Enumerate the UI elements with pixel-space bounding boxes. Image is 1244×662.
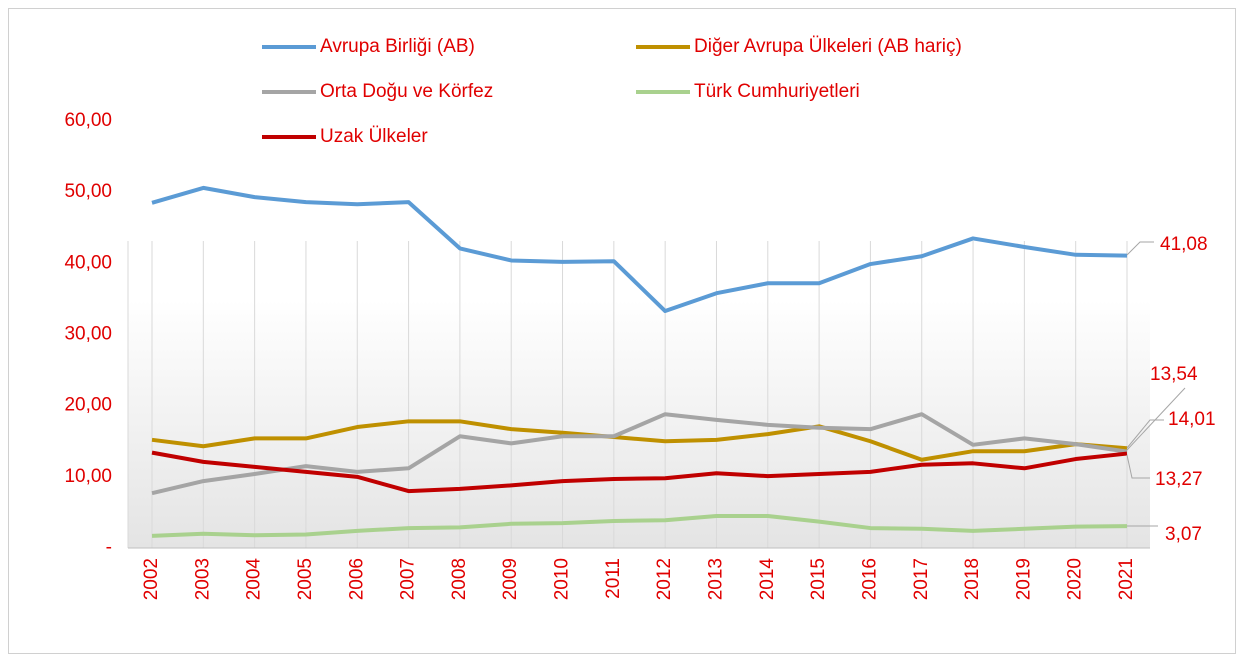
legend-label: Avrupa Birliği (AB) <box>320 36 475 57</box>
legend-label: Orta Doğu ve Körfez <box>320 81 493 102</box>
x-tick-label: 2009 <box>500 558 521 600</box>
legend-label: Türk Cumhuriyetleri <box>694 81 860 102</box>
x-tick-label: 2007 <box>398 558 419 600</box>
x-tick-label: 2002 <box>141 558 162 600</box>
series-line <box>151 450 1128 494</box>
x-tick-label: 2008 <box>449 558 470 600</box>
x-tick-label: 2016 <box>859 558 880 600</box>
legend-label: Uzak Ülkeler <box>320 126 428 147</box>
data-label: 13,54 <box>1150 364 1198 385</box>
y-tick-label: - <box>106 537 112 558</box>
y-tick-label: 10,00 <box>64 466 112 487</box>
leader-line <box>1126 387 1186 451</box>
data-label: 41,08 <box>1160 234 1208 255</box>
leader-line <box>1126 419 1164 449</box>
x-tick-label: 2005 <box>295 558 316 600</box>
x-tick-label: 2018 <box>962 558 983 600</box>
x-tick-label: 2015 <box>808 558 829 600</box>
x-tick-label: 2006 <box>346 558 367 600</box>
data-label: 14,01 <box>1168 409 1216 430</box>
data-label: 3,07 <box>1165 524 1202 545</box>
x-tick-label: 2017 <box>911 558 932 600</box>
x-tick-label: 2020 <box>1065 558 1086 600</box>
x-tick-label: 2012 <box>654 558 675 600</box>
x-tick-label: 2003 <box>192 558 213 600</box>
y-tick-label: 60,00 <box>64 110 112 131</box>
y-tick-label: 20,00 <box>64 395 112 416</box>
x-tick-label: 2021 <box>1116 558 1137 600</box>
x-tick-label: 2004 <box>244 558 265 601</box>
data-label: 13,27 <box>1155 469 1203 490</box>
y-tick-label: 50,00 <box>64 181 112 202</box>
x-tick-label: 2014 <box>757 558 778 601</box>
x-tick-label: 2010 <box>552 558 573 600</box>
x-tick-label: 2011 <box>603 558 624 599</box>
series-line <box>151 185 1128 314</box>
legend-label: Diğer Avrupa Ülkeleri (AB hariç) <box>694 36 962 57</box>
series-line <box>151 513 1128 538</box>
y-tick-label: 30,00 <box>64 324 112 345</box>
series-line <box>151 419 1128 462</box>
series-line <box>151 412 1128 496</box>
x-tick-label: 2019 <box>1013 558 1034 600</box>
leader-line <box>1126 241 1154 256</box>
y-tick-label: 40,00 <box>64 252 112 273</box>
leader-line <box>1126 454 1150 479</box>
x-tick-label: 2013 <box>705 558 726 600</box>
